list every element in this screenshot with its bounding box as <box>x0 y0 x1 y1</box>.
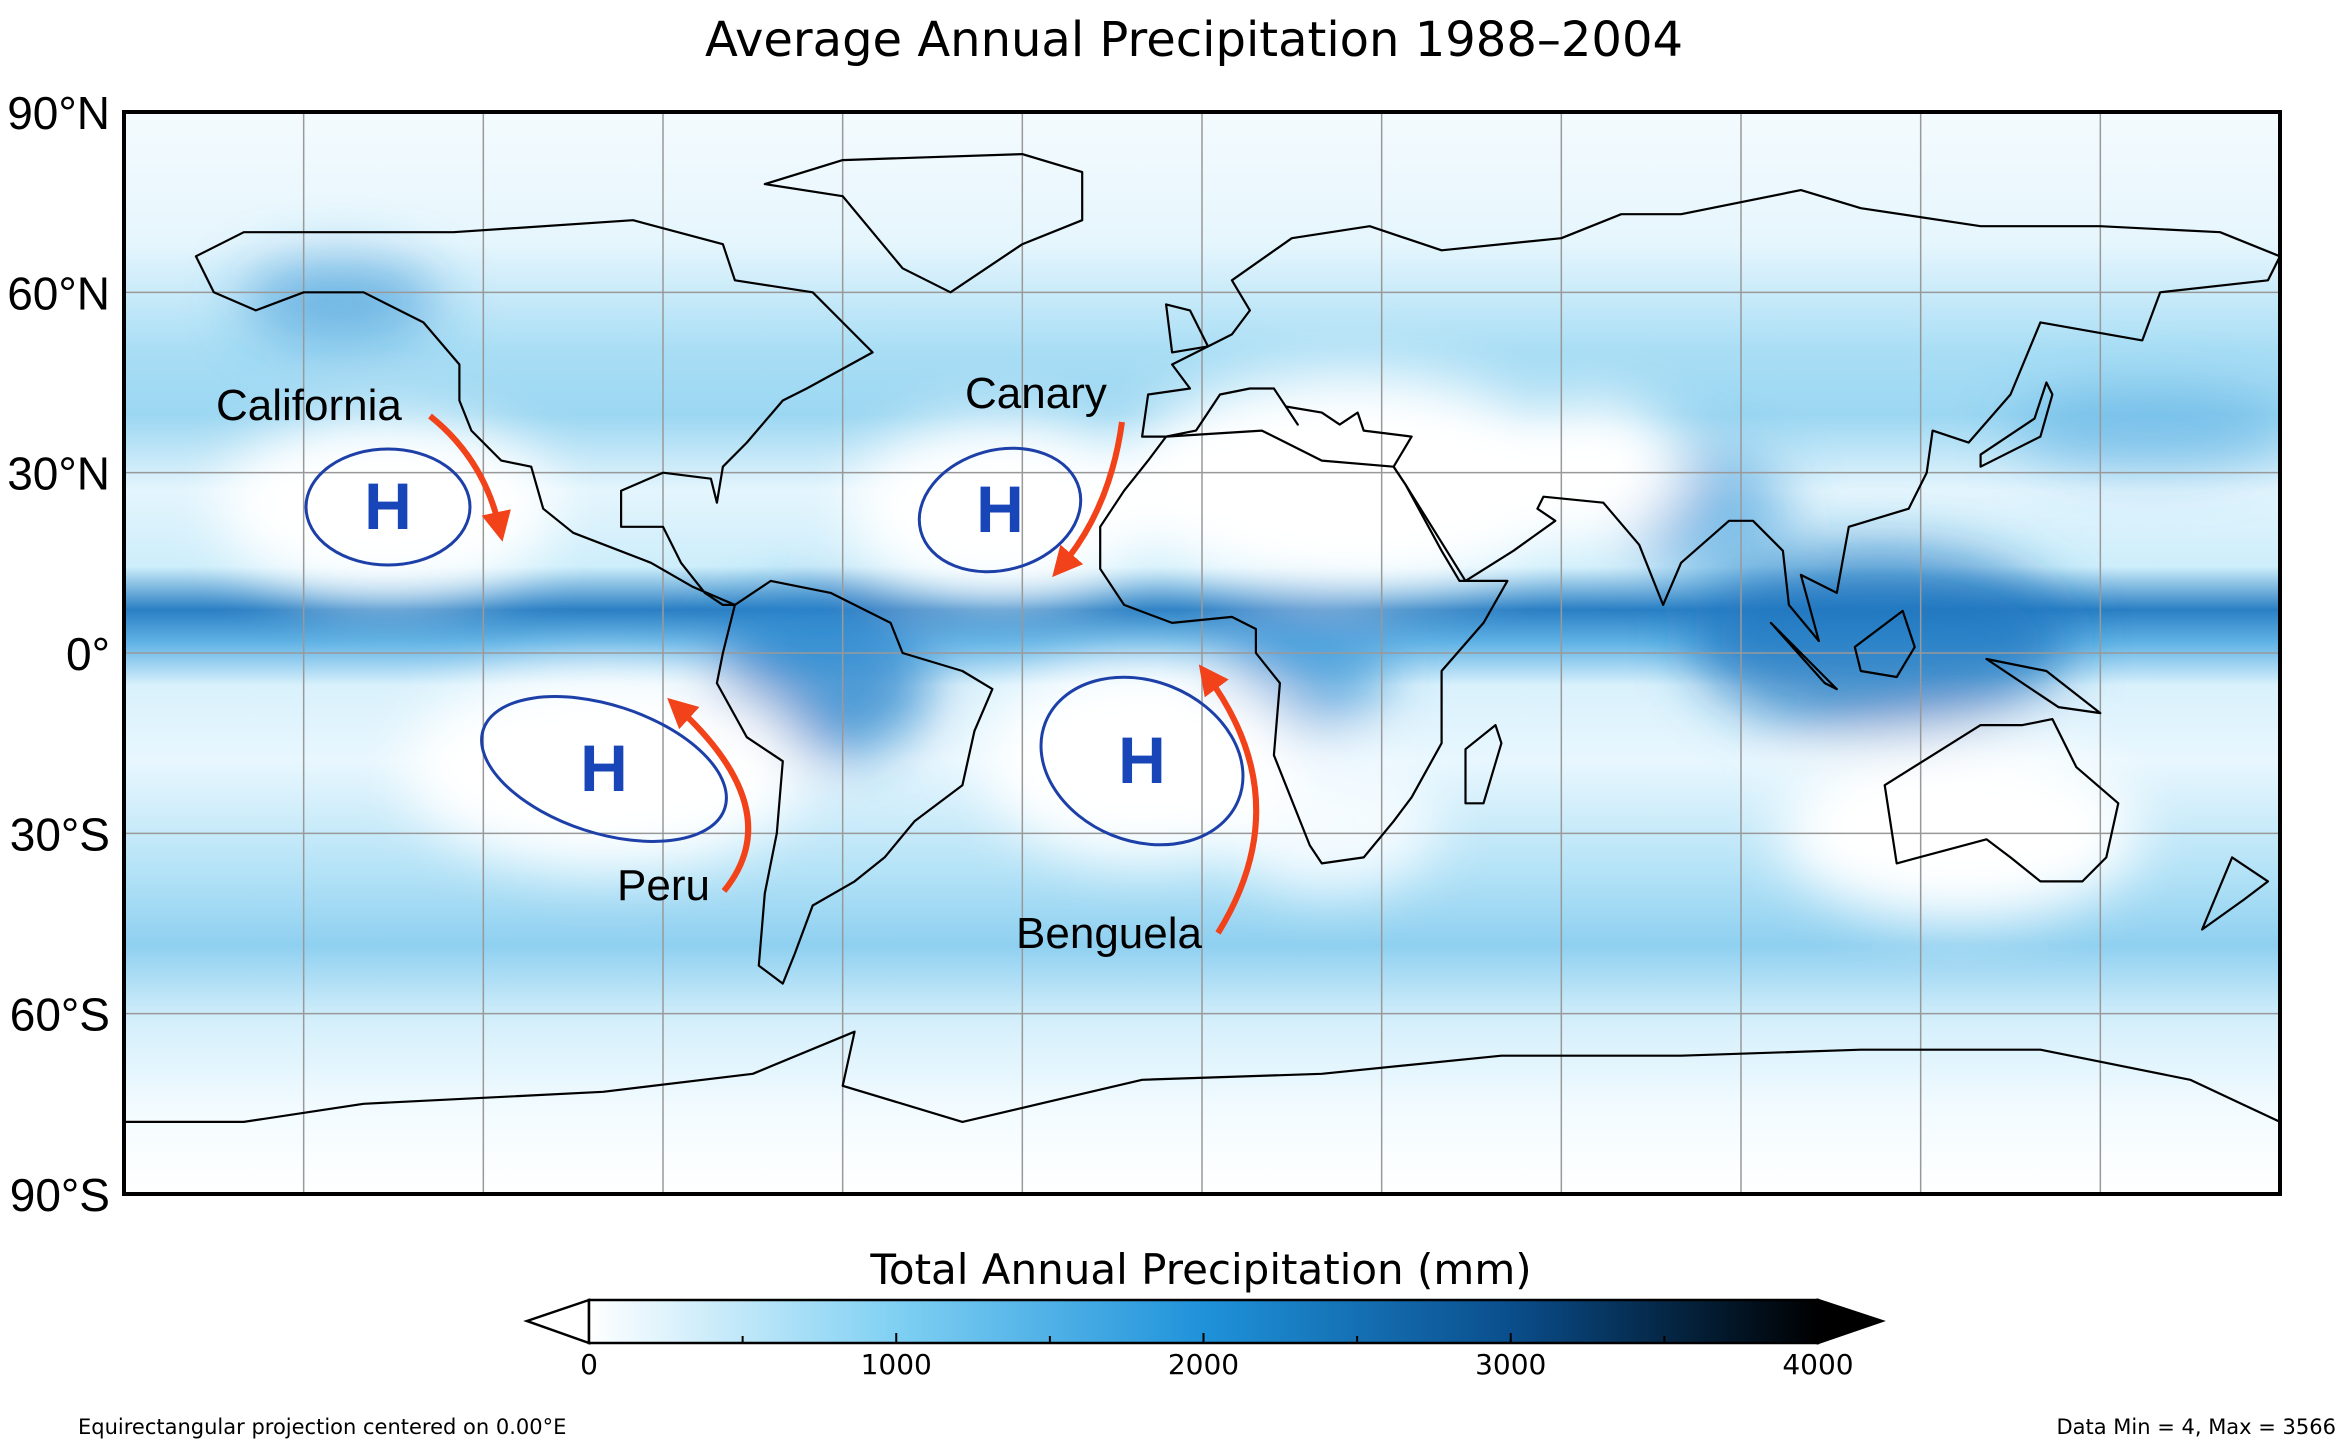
latitude-label: 60°S <box>10 989 110 1041</box>
coastline <box>763 153 1084 294</box>
colorbar-over-arrow <box>1816 1298 1886 1345</box>
high-pressure-outline <box>480 695 728 843</box>
latitude-label: 0° <box>66 628 110 680</box>
projection-note: Equirectangular projection centered on 0… <box>78 1415 566 1439</box>
colorbar-ticks: 0 1000 2000 3000 4000 <box>580 1333 1854 1381</box>
coastline <box>1141 189 2280 643</box>
latitude-label: 90°S <box>10 1169 110 1221</box>
high-pressure-label: H <box>580 731 628 805</box>
annotations: H H H H California Canary Peru Benguela <box>216 369 1260 958</box>
coastline <box>715 579 994 985</box>
coastline <box>1985 657 2102 715</box>
colorbar-under-arrow <box>523 1298 591 1345</box>
map-frame <box>122 110 2282 1196</box>
latitude-label: 60°N <box>7 267 110 319</box>
coastline <box>2201 856 2270 931</box>
high-pressure-outline <box>1039 675 1245 847</box>
coastline <box>1099 429 1509 865</box>
coastline <box>1769 621 1838 691</box>
current-arrow <box>1052 421 1125 578</box>
coastline <box>194 219 874 606</box>
high-pressure-label: H <box>976 472 1024 546</box>
coastline <box>1853 609 1916 679</box>
coastline <box>1464 724 1503 805</box>
current-label: Peru <box>617 861 710 910</box>
latitude-label: 90°N <box>7 87 110 139</box>
coastlines <box>124 153 2280 1123</box>
high-pressure-label: H <box>364 469 412 543</box>
data-range-note: Data Min = 4, Max = 3566 <box>2056 1415 2336 1439</box>
map-title: Average Annual Precipitation 1988–2004 <box>705 12 1683 68</box>
colorbar-tick-label: 1000 <box>861 1348 932 1381</box>
high-pressure-outline <box>917 446 1083 574</box>
latitude-label: 30°N <box>7 448 110 500</box>
high-pressure-label: H <box>1118 723 1166 797</box>
current-arrow <box>428 413 511 542</box>
current-label: Canary <box>965 369 1107 418</box>
colorbar-tick-label: 4000 <box>1782 1348 1853 1381</box>
latitude-labels: 90°N 60°N 30°N 0° 30°S 60°S 90°S <box>7 87 110 1221</box>
coastline <box>124 1030 2280 1123</box>
colorbar-tick-label: 2000 <box>1168 1348 1239 1381</box>
latitude-label: 30°S <box>10 808 110 860</box>
coastline <box>1165 303 1210 354</box>
current-label: California <box>216 381 402 430</box>
colorbar-title: Total Annual Precipitation (mm) <box>869 1245 1531 1294</box>
coastline <box>1979 381 2054 468</box>
current-arrow <box>1198 664 1260 935</box>
coastline <box>1883 718 2120 883</box>
high-pressure-outline <box>304 447 472 567</box>
current-label: Benguela <box>1016 909 1202 958</box>
colorbar-tick-label: 0 <box>580 1348 598 1381</box>
colorbar-tick-label: 3000 <box>1475 1348 1546 1381</box>
current-arrow <box>667 697 752 893</box>
